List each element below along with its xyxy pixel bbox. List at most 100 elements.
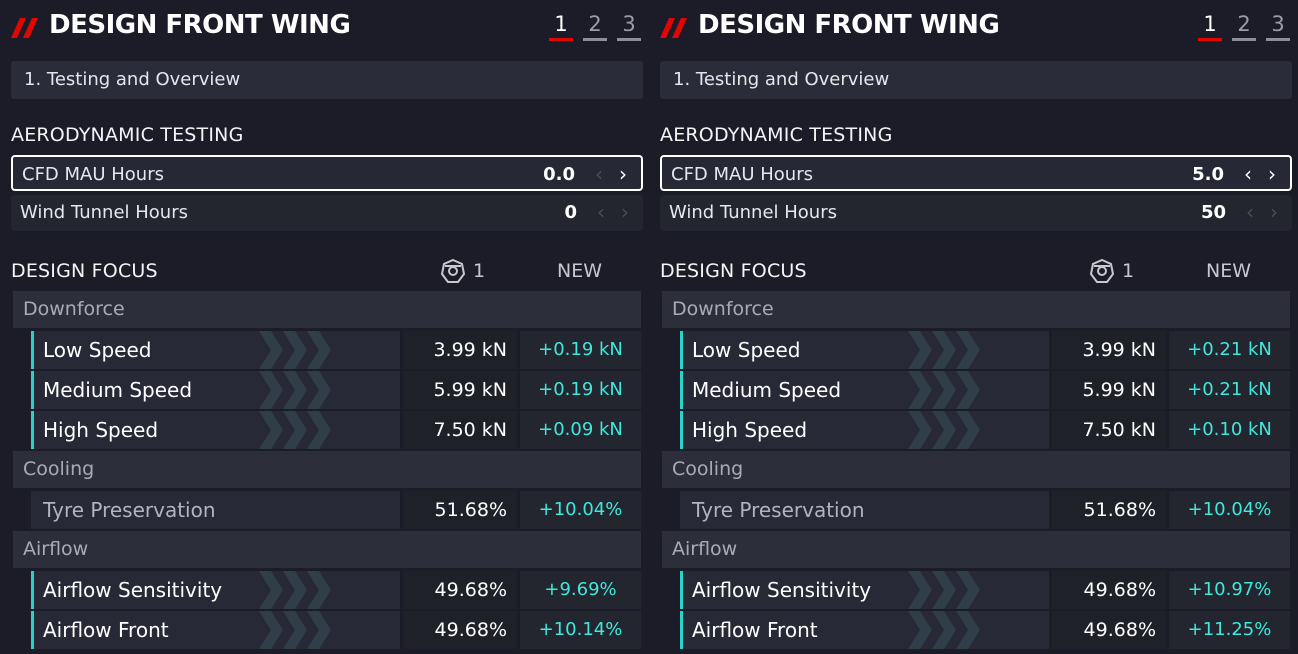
wind-tunnel-value: 0 bbox=[564, 202, 577, 223]
stat-row-low-speed: Low Speed 3.99 kN +0.19 kN bbox=[31, 331, 641, 369]
stat-new-cell: +0.19 kN bbox=[520, 371, 641, 409]
stat-current-cell: 7.50 kN bbox=[1052, 411, 1166, 449]
cfd-hours-value: 5.0 bbox=[1192, 164, 1224, 185]
stat-new-cell: +0.10 kN bbox=[1169, 411, 1290, 449]
wind-tunnel-row[interactable]: Wind Tunnel Hours 50 ‹ › bbox=[660, 195, 1292, 231]
page-tab-3[interactable]: 3 bbox=[1266, 12, 1290, 41]
cfd-hours-label: CFD MAU Hours bbox=[671, 164, 813, 185]
chevron-pattern-icon bbox=[259, 331, 331, 369]
stage-selector[interactable]: 1. Testing and Overview bbox=[660, 61, 1292, 99]
stat-current-value: 49.68% bbox=[1083, 619, 1156, 641]
stat-name: Airflow Front bbox=[692, 618, 818, 642]
stat-new-cell: +0.19 kN bbox=[520, 331, 641, 369]
stat-new-cell: +0.09 kN bbox=[520, 411, 641, 449]
stat-name-cell: Tyre Preservation bbox=[680, 491, 1049, 529]
stat-new-cell: +0.21 kN bbox=[1169, 331, 1290, 369]
car-front-icon bbox=[440, 258, 466, 283]
stat-new-value: +0.10 kN bbox=[1187, 419, 1272, 440]
stat-name: Medium Speed bbox=[692, 378, 842, 402]
chevron-left-icon[interactable]: ‹ bbox=[597, 200, 605, 224]
page-tabs: 1 2 3 bbox=[549, 12, 641, 41]
stat-new-value: +10.14% bbox=[538, 619, 623, 640]
aero-testing-heading: AERODYNAMIC TESTING bbox=[11, 124, 244, 146]
category-cooling: Cooling bbox=[13, 451, 641, 488]
stat-name-cell: Tyre Preservation bbox=[31, 491, 400, 529]
stat-current-cell: 5.99 kN bbox=[403, 371, 517, 409]
page-title: DESIGN FRONT WING bbox=[698, 10, 1000, 40]
chevron-pattern-icon bbox=[908, 371, 980, 409]
stat-accent-bar bbox=[31, 611, 34, 649]
stat-row-high-speed: High Speed 7.50 kN +0.10 kN bbox=[680, 411, 1290, 449]
design-panel-left: DESIGN FRONT WING 1 2 3 1. Testing and O… bbox=[11, 0, 643, 654]
stat-new-cell: +10.04% bbox=[1169, 491, 1290, 529]
stat-current-value: 49.68% bbox=[1083, 579, 1156, 601]
stat-current-value: 3.99 kN bbox=[1082, 339, 1156, 361]
stat-name-cell: High Speed bbox=[31, 411, 400, 449]
cfd-hours-row[interactable]: CFD MAU Hours 5.0 ‹ › bbox=[660, 155, 1292, 191]
stat-current-cell: 51.68% bbox=[403, 491, 517, 529]
stat-accent-bar bbox=[680, 331, 683, 369]
wind-tunnel-label: Wind Tunnel Hours bbox=[20, 202, 188, 223]
wind-tunnel-value: 50 bbox=[1200, 202, 1226, 223]
current-column-header: 1 bbox=[473, 260, 486, 282]
chevron-right-icon[interactable]: › bbox=[621, 200, 629, 224]
stat-name-cell: Airflow Front bbox=[680, 611, 1049, 649]
chevron-pattern-icon bbox=[908, 571, 980, 609]
stat-name: Low Speed bbox=[692, 338, 801, 362]
page-tab-2[interactable]: 2 bbox=[1232, 12, 1256, 41]
stat-new-value: +10.04% bbox=[1187, 499, 1272, 520]
stat-name: Medium Speed bbox=[43, 378, 193, 402]
chevron-left-icon[interactable]: ‹ bbox=[595, 162, 603, 186]
stat-name: High Speed bbox=[692, 418, 808, 442]
chevron-pattern-icon bbox=[259, 371, 331, 409]
page-tab-2[interactable]: 2 bbox=[583, 12, 607, 41]
page-tab-1[interactable]: 1 bbox=[1198, 12, 1222, 41]
stat-current-cell: 49.68% bbox=[403, 611, 517, 649]
page-tab-3[interactable]: 3 bbox=[617, 12, 641, 41]
page-tab-1[interactable]: 1 bbox=[549, 12, 573, 41]
current-column-header: 1 bbox=[1122, 260, 1135, 282]
stat-new-value: +0.09 kN bbox=[538, 419, 623, 440]
stat-new-cell: +9.69% bbox=[520, 571, 641, 609]
page-title: DESIGN FRONT WING bbox=[49, 10, 351, 40]
aero-testing-heading: AERODYNAMIC TESTING bbox=[660, 124, 893, 146]
stat-name: Low Speed bbox=[43, 338, 152, 362]
stat-row-medium-speed: Medium Speed 5.99 kN +0.21 kN bbox=[680, 371, 1290, 409]
chevron-left-icon[interactable]: ‹ bbox=[1244, 162, 1252, 186]
stat-new-cell: +10.04% bbox=[520, 491, 641, 529]
chevron-pattern-icon bbox=[908, 611, 980, 649]
stat-accent-bar bbox=[680, 411, 683, 449]
stat-accent-bar bbox=[31, 571, 34, 609]
stat-current-cell: 3.99 kN bbox=[403, 331, 517, 369]
stat-name-cell: Low Speed bbox=[680, 331, 1049, 369]
chevron-pattern-icon bbox=[259, 611, 331, 649]
stat-row-airflow-sensitivity: Airflow Sensitivity 49.68% +10.97% bbox=[680, 571, 1290, 609]
new-column-header: NEW bbox=[557, 260, 603, 282]
stat-new-value: +9.69% bbox=[544, 579, 617, 600]
stat-row-high-speed: High Speed 7.50 kN +0.09 kN bbox=[31, 411, 641, 449]
chevron-right-icon[interactable]: › bbox=[1268, 162, 1276, 186]
stage-selector[interactable]: 1. Testing and Overview bbox=[11, 61, 643, 99]
category-airflow: Airflow bbox=[662, 531, 1290, 568]
stat-current-value: 5.99 kN bbox=[433, 379, 507, 401]
chevron-right-icon[interactable]: › bbox=[619, 162, 627, 186]
stat-row-tyre-preservation: Tyre Preservation 51.68% +10.04% bbox=[31, 491, 641, 529]
stat-new-value: +0.19 kN bbox=[538, 379, 623, 400]
stat-accent-bar bbox=[680, 371, 683, 409]
chevron-pattern-icon bbox=[908, 411, 980, 449]
chevron-pattern-icon bbox=[259, 411, 331, 449]
chevron-left-icon[interactable]: ‹ bbox=[1246, 200, 1254, 224]
wind-tunnel-row[interactable]: Wind Tunnel Hours 0 ‹ › bbox=[11, 195, 643, 231]
stat-accent-bar bbox=[31, 411, 34, 449]
stat-current-value: 51.68% bbox=[434, 499, 507, 521]
stat-accent-bar bbox=[31, 331, 34, 369]
stat-accent-bar bbox=[680, 611, 683, 649]
category-cooling: Cooling bbox=[662, 451, 1290, 488]
chevron-right-icon[interactable]: › bbox=[1270, 200, 1278, 224]
cfd-hours-row[interactable]: CFD MAU Hours 0.0 ‹ › bbox=[11, 155, 643, 191]
new-column-header: NEW bbox=[1206, 260, 1252, 282]
f1-slash-logo bbox=[11, 18, 38, 38]
stat-accent-bar bbox=[680, 571, 683, 609]
stat-current-value: 51.68% bbox=[1083, 499, 1156, 521]
